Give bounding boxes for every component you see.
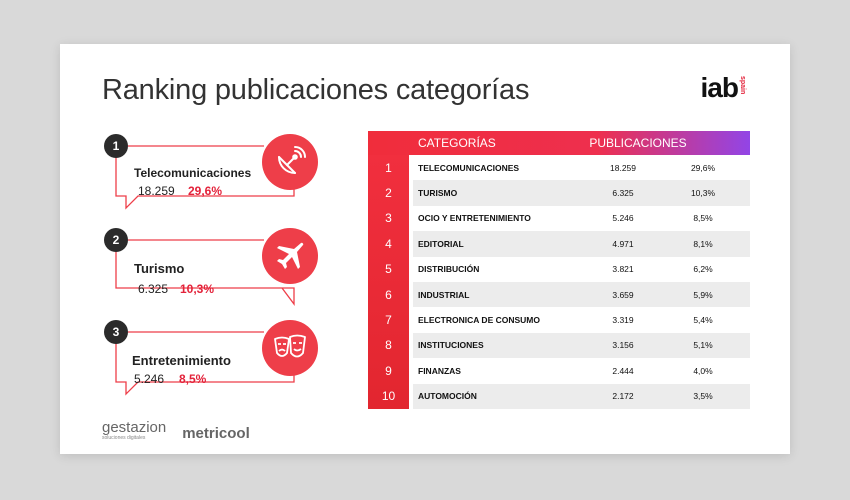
rank-badge: 3 bbox=[104, 320, 128, 344]
card-frame bbox=[115, 145, 295, 210]
table-row: 6 INDUSTRIAL 3.659 5,9% bbox=[368, 281, 750, 308]
row-publications: 2.444 bbox=[612, 365, 634, 376]
table-body: 1 TELECOMUNICACIONES 18.259 29,6% 2 TURISMO 6.… bbox=[368, 155, 750, 409]
row-percent: 5,9% bbox=[693, 289, 713, 300]
card-share: 29,6% bbox=[188, 184, 223, 198]
table-row: 4 EDITORIAL 4.971 8,1% bbox=[368, 231, 750, 257]
top-card-entretenimiento: 3 Entretenimiento 5.246 8,5% bbox=[104, 320, 324, 398]
card-name: Turismo bbox=[134, 261, 185, 276]
card-frame bbox=[115, 239, 295, 306]
row-rank: 3 bbox=[385, 211, 392, 226]
ranking-table: CATEGORÍAS PUBLICACIONES 1 TELECOMUNICACI… bbox=[368, 131, 750, 409]
rank-column bbox=[368, 155, 409, 409]
row-rank: 5 bbox=[385, 262, 392, 277]
table-row: 3 OCIO Y ENTRETENIMIENTO 5.246 8,5% bbox=[368, 206, 750, 231]
row-category: ELECTRONICA DE CONSUMO bbox=[418, 315, 540, 326]
row-rank: 7 bbox=[385, 313, 392, 328]
row-percent: 29,6% bbox=[690, 162, 716, 173]
row-publications: 18.259 bbox=[610, 162, 636, 173]
card-name: Telecomunicaciones bbox=[134, 166, 252, 180]
table-header: CATEGORÍAS PUBLICACIONES bbox=[368, 131, 750, 155]
row-percent: 5,4% bbox=[693, 315, 713, 326]
row-percent: 6,2% bbox=[693, 264, 713, 275]
row-background bbox=[413, 281, 750, 308]
row-background bbox=[413, 332, 750, 359]
row-background bbox=[413, 383, 750, 409]
row-rank: 4 bbox=[385, 236, 392, 251]
row-category: INSTITUCIONES bbox=[418, 340, 484, 351]
partner-brands: gestazion soluciones digitales metricool bbox=[102, 420, 250, 441]
iab-spain-logo: iab spain bbox=[701, 74, 746, 102]
metricool-logo: metricool bbox=[182, 425, 250, 442]
row-publications: 3.659 bbox=[612, 289, 634, 300]
gestazion-tagline: soluciones digitales bbox=[102, 435, 146, 441]
table-row: 2 TURISMO 6.325 10,3% bbox=[368, 180, 750, 206]
row-percent: 10,3% bbox=[690, 188, 716, 199]
row-category: TELECOMUNICACIONES bbox=[418, 162, 520, 173]
card-count: 6.325 bbox=[138, 282, 169, 296]
page-title: Ranking publicaciones categorías bbox=[102, 74, 530, 106]
top-card-turismo: 2 Turismo 6.325 10,3% bbox=[104, 228, 324, 306]
card-name: Entretenimiento bbox=[132, 353, 231, 368]
theater-masks-icon bbox=[262, 320, 318, 376]
rank-badge: 2 bbox=[104, 228, 128, 252]
table-row: 10 AUTOMOCIÓN 2.172 3,5% bbox=[368, 383, 750, 409]
table-row: 9 FINANZAS 2.444 4,0% bbox=[368, 358, 750, 383]
card-count: 18.259 bbox=[138, 184, 175, 198]
airplane-icon bbox=[262, 228, 318, 284]
logo-sub: spain bbox=[739, 76, 746, 95]
row-category: DISTRIBUCIÓN bbox=[418, 264, 480, 275]
row-category: AUTOMOCIÓN bbox=[418, 391, 477, 402]
card-share: 8,5% bbox=[179, 372, 207, 386]
row-rank: 9 bbox=[385, 363, 392, 378]
row-category: OCIO Y ENTRETENIMIENTO bbox=[418, 213, 531, 224]
row-percent: 8,5% bbox=[693, 213, 713, 224]
row-percent: 5,1% bbox=[693, 340, 713, 351]
row-percent: 8,1% bbox=[693, 238, 713, 249]
table-row: 7 ELECTRONICA DE CONSUMO 3.319 5,4% bbox=[368, 307, 750, 332]
row-rank: 1 bbox=[385, 160, 392, 175]
row-publications: 2.172 bbox=[612, 391, 634, 402]
card-share: 10,3% bbox=[180, 282, 215, 296]
header-category: CATEGORÍAS bbox=[418, 136, 496, 150]
row-publications: 4.971 bbox=[612, 238, 634, 249]
row-percent: 4,0% bbox=[693, 365, 713, 376]
row-publications: 3.319 bbox=[612, 315, 634, 326]
row-publications: 5.246 bbox=[612, 213, 634, 224]
row-rank: 8 bbox=[385, 338, 392, 353]
row-category: EDITORIAL bbox=[418, 238, 464, 249]
row-percent: 3,5% bbox=[693, 391, 713, 402]
slide: Ranking publicaciones categorías iab spa… bbox=[60, 44, 790, 454]
satellite-dish-icon bbox=[262, 134, 318, 190]
row-rank: 2 bbox=[385, 186, 392, 201]
row-background bbox=[413, 180, 750, 206]
card-count: 5.246 bbox=[134, 372, 165, 386]
row-background bbox=[413, 231, 750, 257]
header-publications: PUBLICACIONES bbox=[589, 136, 687, 150]
row-category: FINANZAS bbox=[418, 365, 461, 376]
logo-main: iab bbox=[700, 72, 739, 103]
gestazion-logo: gestazion soluciones digitales bbox=[102, 420, 166, 441]
row-publications: 6.325 bbox=[612, 188, 634, 199]
rank-badge: 1 bbox=[104, 134, 128, 158]
gestazion-name: gestazion bbox=[102, 419, 167, 436]
table-row: 8 INSTITUCIONES 3.156 5,1% bbox=[368, 332, 750, 359]
top-card-telecomunicaciones: 1 Telecomunicaciones 18.259 29,6% bbox=[104, 134, 324, 212]
row-rank: 6 bbox=[385, 287, 392, 302]
card-frame bbox=[115, 331, 295, 396]
row-rank: 10 bbox=[381, 389, 396, 404]
table-row: 1 TELECOMUNICACIONES 18.259 29,6% bbox=[368, 155, 750, 180]
row-publications: 3.821 bbox=[612, 264, 634, 275]
table-row: 5 DISTRIBUCIÓN 3.821 6,2% bbox=[368, 257, 750, 282]
row-publications: 3.156 bbox=[612, 340, 634, 351]
row-category: INDUSTRIAL bbox=[418, 289, 470, 300]
row-category: TURISMO bbox=[418, 188, 458, 199]
